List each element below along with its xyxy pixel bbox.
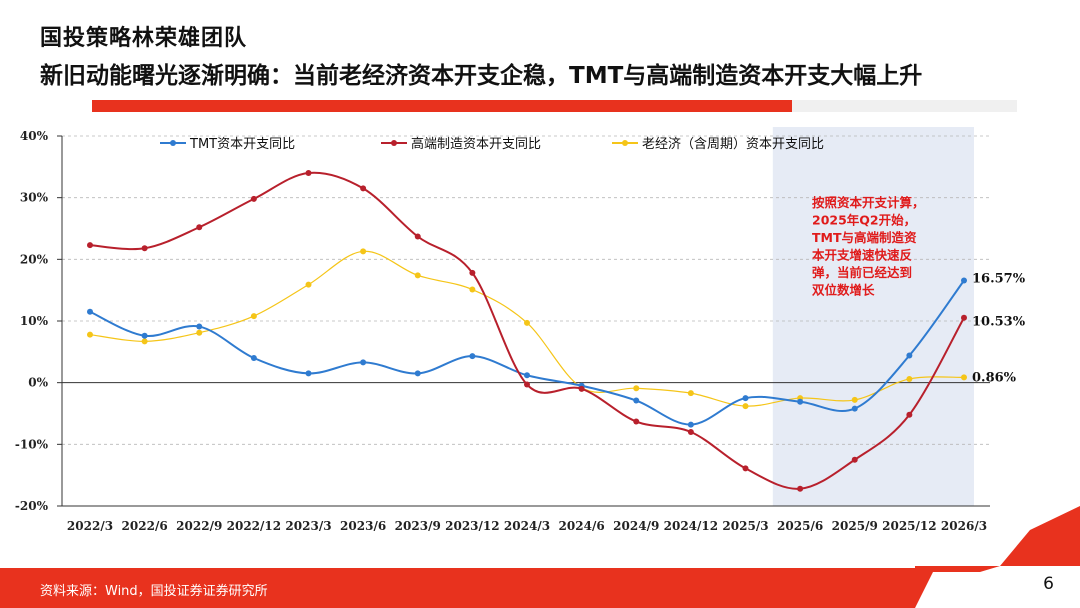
series-line <box>89 279 965 426</box>
x-tick-label: 2023/6 <box>340 519 386 533</box>
data-point <box>961 314 967 321</box>
data-point <box>250 313 257 320</box>
data-point <box>414 272 421 279</box>
data-point <box>196 329 203 336</box>
x-tick-label: 2022/6 <box>122 519 168 533</box>
end-value-label: 0.86% <box>972 370 1017 385</box>
data-point <box>633 397 640 404</box>
data-point <box>851 396 858 403</box>
data-point <box>250 195 257 202</box>
data-point <box>469 269 476 276</box>
data-point <box>141 338 148 345</box>
x-tick-label: 2025/3 <box>722 519 768 533</box>
x-tick-label: 2022/3 <box>67 519 113 533</box>
legend-marker <box>391 140 397 146</box>
data-point <box>742 395 749 402</box>
data-point <box>305 370 312 377</box>
data-point <box>578 385 585 392</box>
data-point <box>250 355 257 361</box>
slide-headline: 新旧动能曙光逐渐明确：当前老经济资本开支企稳，TMT与高端制造资本开支大幅上升 <box>40 63 923 89</box>
legend-label: 高端制造资本开支同比 <box>411 136 541 152</box>
footer-bar <box>0 568 1080 608</box>
x-tick-label: 2023/12 <box>445 519 499 533</box>
title-accent-bar-gray <box>792 100 1017 112</box>
data-point <box>524 381 530 388</box>
x-tick-label: 2025/6 <box>777 519 823 533</box>
y-tick-label: -10% <box>15 437 49 451</box>
data-point <box>906 375 913 382</box>
data-point <box>687 390 694 397</box>
legend-marker <box>622 140 628 146</box>
y-tick-label: -20% <box>15 499 49 513</box>
data-point <box>797 485 804 492</box>
title-accent-bar <box>92 100 792 112</box>
y-tick-label: 10% <box>20 314 49 328</box>
data-point <box>797 398 804 405</box>
data-point <box>742 403 749 410</box>
end-value-label: 16.57% <box>972 271 1026 286</box>
source-note: 资料来源：Wind，国投证券证券研究所 <box>40 584 268 599</box>
data-point <box>87 308 93 315</box>
data-point <box>360 248 367 255</box>
annotation-line: 双位数增长 <box>811 283 875 298</box>
data-point <box>196 224 203 231</box>
data-point <box>305 170 312 176</box>
data-point <box>524 319 530 326</box>
data-point <box>87 331 93 338</box>
annotation-line: 按照资本开支计算， <box>812 195 925 210</box>
x-tick-label: 2024/12 <box>664 519 718 533</box>
data-point <box>469 353 476 360</box>
annotation-line: 本开支增速快速反 <box>812 248 913 263</box>
data-point <box>961 374 967 381</box>
y-tick-label: 0% <box>28 376 48 390</box>
data-point <box>196 323 203 330</box>
team-title: 国投策略林荣雄团队 <box>40 26 248 51</box>
data-point <box>742 465 749 472</box>
annotation-line: TMT与高端制造资 <box>812 230 917 245</box>
x-tick-label: 2022/12 <box>227 519 281 533</box>
highlight-band <box>772 127 974 506</box>
x-tick-label: 2023/9 <box>395 519 441 533</box>
data-point <box>524 372 530 379</box>
end-value-label: 10.53% <box>972 315 1026 330</box>
data-point <box>360 359 367 366</box>
legend-label: TMT资本开支同比 <box>189 137 295 152</box>
data-point <box>906 352 913 359</box>
data-point <box>851 405 858 412</box>
data-point <box>305 281 312 288</box>
x-tick-label: 2022/9 <box>176 519 222 533</box>
annotation-line: 2025年Q2开始， <box>812 213 916 228</box>
data-point <box>360 185 367 192</box>
data-point <box>633 385 640 392</box>
y-tick-label: 20% <box>20 252 49 266</box>
data-point <box>687 421 694 428</box>
data-point <box>414 233 421 240</box>
annotation-line: 弹，当前已经达到 <box>812 265 912 280</box>
data-point <box>687 429 694 435</box>
x-tick-label: 2024/9 <box>613 519 659 533</box>
page-number: 6 <box>1043 574 1054 594</box>
data-point <box>414 370 421 377</box>
x-tick-label: 2025/9 <box>832 519 878 533</box>
legend-marker <box>170 140 176 146</box>
y-tick-label: 40% <box>20 129 49 143</box>
data-point <box>469 286 476 293</box>
x-tick-label: 2025/12 <box>882 519 936 533</box>
data-point <box>141 245 148 252</box>
x-tick-label: 2024/6 <box>559 519 605 533</box>
data-point <box>87 242 93 249</box>
x-tick-label: 2026/3 <box>941 519 987 533</box>
x-tick-label: 2023/3 <box>285 519 331 533</box>
x-tick-label: 2024/3 <box>504 519 550 533</box>
legend-label: 老经济（含周期）资本开支同比 <box>642 136 824 152</box>
y-tick-label: 30% <box>20 191 49 205</box>
data-point <box>633 418 640 425</box>
data-point <box>906 411 913 418</box>
data-point <box>141 332 148 339</box>
data-point <box>961 277 967 284</box>
data-point <box>851 456 858 463</box>
